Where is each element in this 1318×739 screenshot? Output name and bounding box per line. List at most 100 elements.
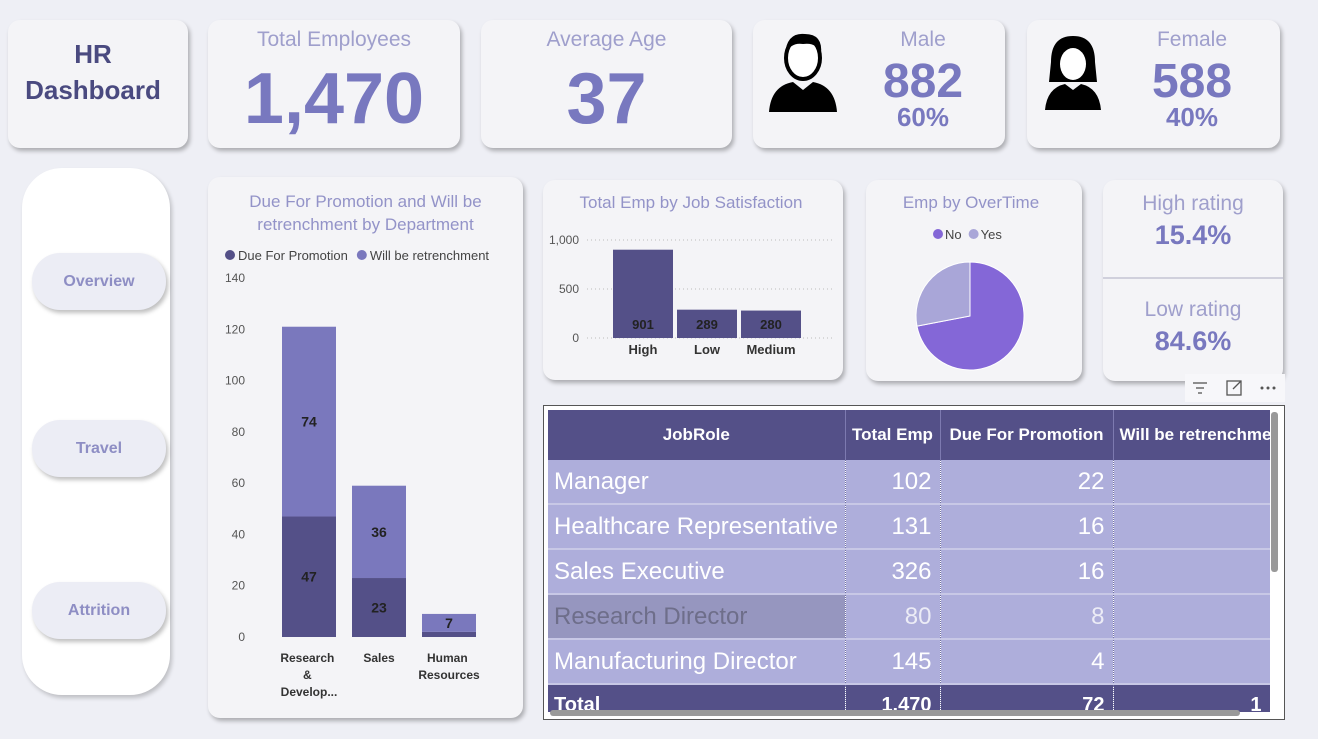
table-cell: Manufacturing Director	[548, 639, 846, 685]
scrollbar[interactable]	[1271, 412, 1278, 572]
filter-icon[interactable]	[1193, 382, 1207, 394]
legend-label: Due For Promotion	[238, 248, 348, 263]
x-tick-label: Human Resources	[418, 651, 480, 682]
table-cell: Research Director	[548, 594, 846, 640]
chart: 0 500 1,000 901 High 289 Low 280 Medium	[549, 233, 833, 357]
chart-card: Emp by OverTime No Yes	[866, 180, 1082, 381]
y-tick-label: 60	[232, 476, 246, 490]
legend-label: Yes	[981, 227, 1003, 242]
nav-button[interactable]: Travel	[32, 420, 166, 477]
table-cell: 102	[845, 460, 941, 505]
data-label: 23	[371, 600, 387, 616]
chart-title: Due For Promotion and Will be retrenchme…	[249, 192, 482, 234]
total-cell: 72	[940, 684, 1114, 712]
bar	[741, 310, 801, 338]
table-visual: JobRole Total Emp Due For Promotion Will be…	[543, 405, 1285, 720]
table-cell	[1113, 594, 1270, 640]
legend-label: No	[945, 227, 962, 242]
table-cell: 131	[845, 504, 941, 550]
visual-toolbar	[1185, 374, 1285, 402]
data-label: 47	[301, 569, 317, 585]
bar-segment	[282, 326, 336, 517]
table-row: Manufacturing Director 145 4	[548, 639, 1270, 685]
legend-marker	[225, 250, 235, 260]
y-tick-label: 120	[225, 322, 245, 336]
scrollbar[interactable]	[550, 710, 1240, 716]
table-row: Healthcare Representative 131 16	[548, 504, 1270, 550]
table-row: Research Director 80 8	[548, 594, 1270, 640]
y-tick-label: 100	[225, 374, 245, 388]
table-cell	[1113, 460, 1270, 505]
kpi-value: 882	[882, 55, 964, 108]
x-tick-label: Low	[694, 342, 721, 357]
chart: 0 20 40 60 80 100 120 140 Due For Promotion Will …	[225, 248, 489, 699]
table-cell	[1113, 639, 1270, 685]
dashboard-title: HR Dashboard	[25, 39, 161, 105]
chart: No Yes	[915, 227, 1025, 371]
nav-button[interactable]: Attrition	[32, 582, 166, 639]
y-tick-label: 40	[232, 527, 246, 541]
total-row: Total 1,470 72 1	[548, 684, 1270, 712]
table-cell: 145	[845, 639, 941, 685]
bar-segment	[422, 631, 476, 637]
table-cell: 16	[940, 549, 1114, 595]
title-card: HR Dashboard	[8, 20, 188, 148]
kpi-share: 40%	[1165, 102, 1219, 132]
column-header: Total Emp	[845, 410, 941, 460]
kpi-value: 37	[566, 59, 647, 139]
rating-value: 15.4%	[1154, 220, 1232, 250]
total-cell: Total	[548, 684, 846, 712]
kpi-card: Total Employees 1,470	[208, 20, 460, 148]
chart-card: Due For Promotion and Will be retrenchme…	[208, 177, 523, 718]
bar-segment	[282, 516, 336, 637]
y-tick-label: 0	[572, 331, 579, 345]
table-cell: 80	[845, 594, 941, 640]
nav-panel: Overview Travel Attrition	[22, 168, 170, 695]
female-icon	[1045, 36, 1101, 110]
y-tick-label: 1,000	[549, 233, 579, 247]
more-icon[interactable]	[1260, 386, 1276, 390]
kpi-value: 1,470	[243, 59, 425, 139]
column-header: Due For Promotion	[940, 410, 1114, 460]
column-header: Will be retrenchment	[1113, 410, 1270, 460]
rating-card: High rating 15.4% Low rating 84.6%	[1103, 180, 1283, 381]
x-tick-label: Sales	[363, 651, 395, 665]
bar-segment	[352, 578, 406, 637]
table-cell: 22	[940, 460, 1114, 505]
x-tick-label: High	[629, 342, 658, 357]
chart-card: Total Emp by Job Satisfaction 0 500 1,000 9…	[543, 180, 843, 380]
table-cell: Manager	[548, 460, 846, 505]
kpi-label: Total Employees	[256, 28, 412, 51]
kpi-share: 60%	[896, 102, 950, 132]
legend-marker	[356, 250, 367, 260]
table-cell: 16	[940, 504, 1114, 550]
x-tick-label: Research & Develop...	[280, 651, 337, 699]
divider	[1103, 277, 1283, 279]
pie-slice	[915, 261, 971, 327]
y-tick-label: 80	[232, 425, 246, 439]
table-cell	[1113, 549, 1270, 595]
header-row: JobRole Total Emp Due For Promotion Will be…	[548, 410, 1270, 460]
kpi-label: Female	[1156, 28, 1228, 51]
kpi-card: Average Age 37	[481, 20, 732, 148]
table: JobRole Total Emp Due For Promotion Will be…	[548, 410, 1270, 712]
bar-segment	[352, 485, 406, 579]
y-tick-label: 20	[232, 579, 246, 593]
table-cell: 326	[845, 549, 941, 595]
total-cell: 1	[1113, 684, 1270, 712]
rating-label: Low rating	[1144, 298, 1242, 321]
male-icon	[769, 33, 837, 112]
focus-icon[interactable]	[1226, 380, 1242, 396]
x-tick-label: Medium	[746, 342, 795, 357]
rating-label: High rating	[1142, 192, 1244, 215]
column-header: JobRole	[548, 410, 846, 460]
nav-button[interactable]: Overview	[32, 253, 166, 310]
total-cell: 1,470	[845, 684, 941, 712]
table-cell: Healthcare Representative	[548, 504, 846, 550]
table-cell: 8	[940, 594, 1114, 640]
legend-marker	[933, 229, 943, 239]
kpi-card: Male 882 60%	[753, 20, 1005, 148]
data-label: 74	[301, 414, 317, 430]
chart-title: Emp by OverTime	[902, 193, 1040, 212]
